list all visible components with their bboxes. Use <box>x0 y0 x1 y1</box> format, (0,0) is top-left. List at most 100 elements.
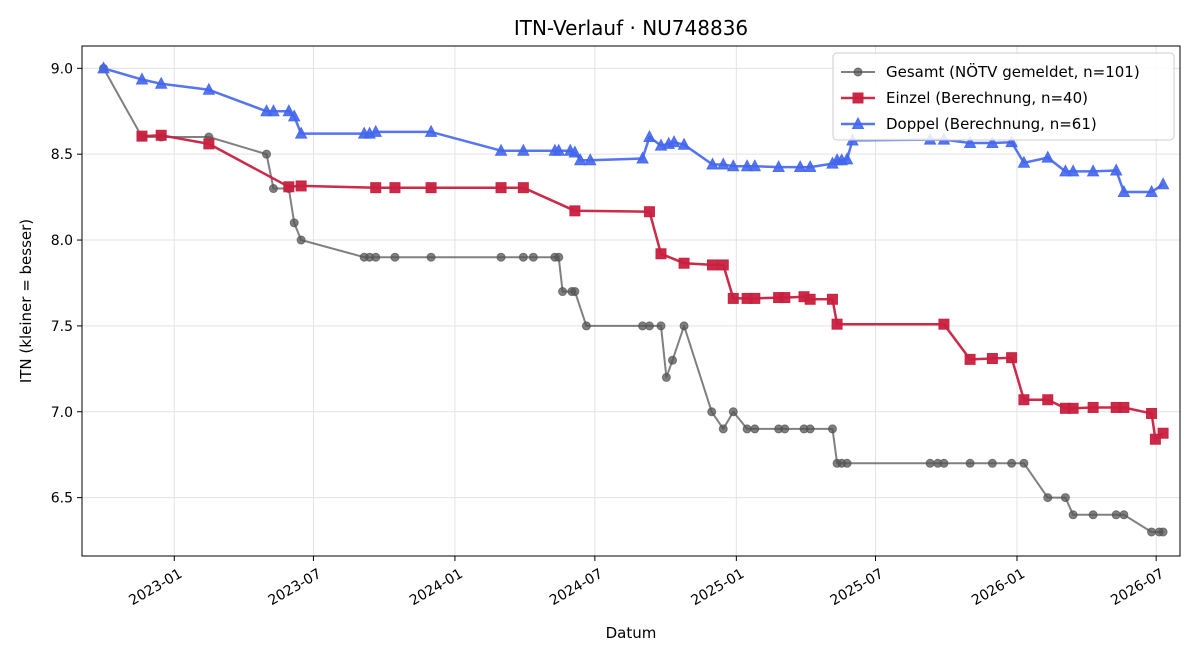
x-tick-label: 2023-01 <box>126 566 185 609</box>
x-tick-label: 2026-07 <box>1108 566 1167 609</box>
y-tick-label: 8.0 <box>51 233 73 249</box>
data-point <box>1041 150 1055 163</box>
legend-label: Gesamt (NÖTV gemeldet, n=101) <box>886 62 1140 81</box>
legend-box <box>832 52 1175 141</box>
data-point <box>425 182 437 194</box>
data-point <box>803 159 817 173</box>
data-point <box>1156 177 1170 190</box>
legend-marker <box>851 116 865 129</box>
data-point <box>938 318 950 330</box>
data-point <box>267 104 280 117</box>
data-point <box>570 287 580 297</box>
data-point <box>750 424 760 434</box>
data-point <box>518 252 528 262</box>
data-point <box>1117 184 1131 197</box>
data-point <box>1145 184 1158 197</box>
data-point <box>569 205 581 217</box>
plot-frame <box>81 45 1181 557</box>
data-point <box>496 252 506 262</box>
data-point <box>1042 394 1054 406</box>
x-axis-label: Datum <box>606 624 657 642</box>
data-point <box>1068 510 1078 520</box>
data-point <box>136 130 148 142</box>
data-point <box>964 353 976 365</box>
data-point <box>742 424 752 434</box>
data-point <box>1059 164 1072 177</box>
data-point <box>656 321 666 331</box>
data-point <box>1007 458 1017 468</box>
y-tick-label: 9.0 <box>51 61 73 77</box>
data-point <box>827 424 837 434</box>
data-point <box>780 424 790 434</box>
data-point <box>1066 164 1080 177</box>
data-point <box>1118 401 1130 413</box>
legend: Gesamt (NÖTV gemeldet, n=101) Einzel (Ber… <box>832 52 1175 141</box>
data-point <box>986 135 999 149</box>
data-point <box>707 407 717 417</box>
data-point <box>643 129 656 143</box>
data-point <box>643 206 655 218</box>
data-point <box>963 135 977 149</box>
data-point <box>568 145 582 158</box>
data-point <box>295 180 307 192</box>
data-point <box>655 248 667 260</box>
legend-label: Doppel (Berechnung, n=61) <box>886 115 1097 133</box>
data-point <box>707 259 719 271</box>
data-point <box>1067 402 1079 414</box>
data-point <box>779 292 791 304</box>
data-point <box>389 182 401 194</box>
data-point <box>1087 401 1099 413</box>
data-point <box>716 157 730 170</box>
y-axis-label: ITN (kleiner = besser) <box>17 219 35 383</box>
data-point <box>581 321 591 331</box>
y-tick-label: 7.5 <box>51 319 73 335</box>
legend-marker <box>853 67 863 77</box>
data-point <box>706 157 719 170</box>
data-point <box>1157 427 1169 439</box>
data-point <box>1018 394 1030 406</box>
legend-item: Doppel (Berechnung, n=61) <box>841 115 1097 133</box>
data-point <box>494 143 508 156</box>
data-point <box>528 252 538 262</box>
data-point <box>155 129 167 141</box>
data-point <box>1017 155 1031 168</box>
x-tick-label: 2026-01 <box>969 566 1028 609</box>
data-point <box>667 135 681 148</box>
data-point <box>135 72 149 85</box>
data-point <box>203 138 215 150</box>
data-point <box>661 372 671 382</box>
data-point <box>1119 510 1129 520</box>
x-tick-label: 2024-01 <box>407 566 466 609</box>
data-point <box>826 293 838 305</box>
data-point <box>426 252 436 262</box>
x-tick-label: 2023-07 <box>266 566 325 609</box>
data-point <box>804 293 816 305</box>
x-axis-ticks: 2023-01 2023-07 2024-01 2024-07 2025-01 2025-… <box>126 556 1167 609</box>
data-point <box>1147 527 1157 537</box>
data-point <box>925 458 935 468</box>
data-point <box>583 153 597 166</box>
data-point <box>726 159 740 172</box>
data-point <box>371 252 381 262</box>
data-point <box>282 104 296 117</box>
data-point <box>390 252 400 262</box>
series-layer <box>97 61 1170 537</box>
data-point <box>1043 493 1053 503</box>
data-point <box>558 287 568 297</box>
data-point <box>740 159 754 172</box>
legend-label: Einzel (Berechnung, n=40) <box>886 89 1088 107</box>
data-point <box>749 292 761 304</box>
data-point <box>842 458 852 468</box>
data-point <box>772 159 785 173</box>
legend-item: Einzel (Berechnung, n=40) <box>841 89 1088 107</box>
data-point <box>262 149 272 159</box>
data-point <box>727 292 739 304</box>
data-point <box>495 182 507 194</box>
legend-marker <box>852 92 864 104</box>
data-point <box>1006 352 1018 364</box>
data-point <box>831 318 843 330</box>
x-tick-label: 2025-07 <box>828 566 887 609</box>
data-point <box>1111 510 1121 520</box>
data-point <box>636 151 649 164</box>
